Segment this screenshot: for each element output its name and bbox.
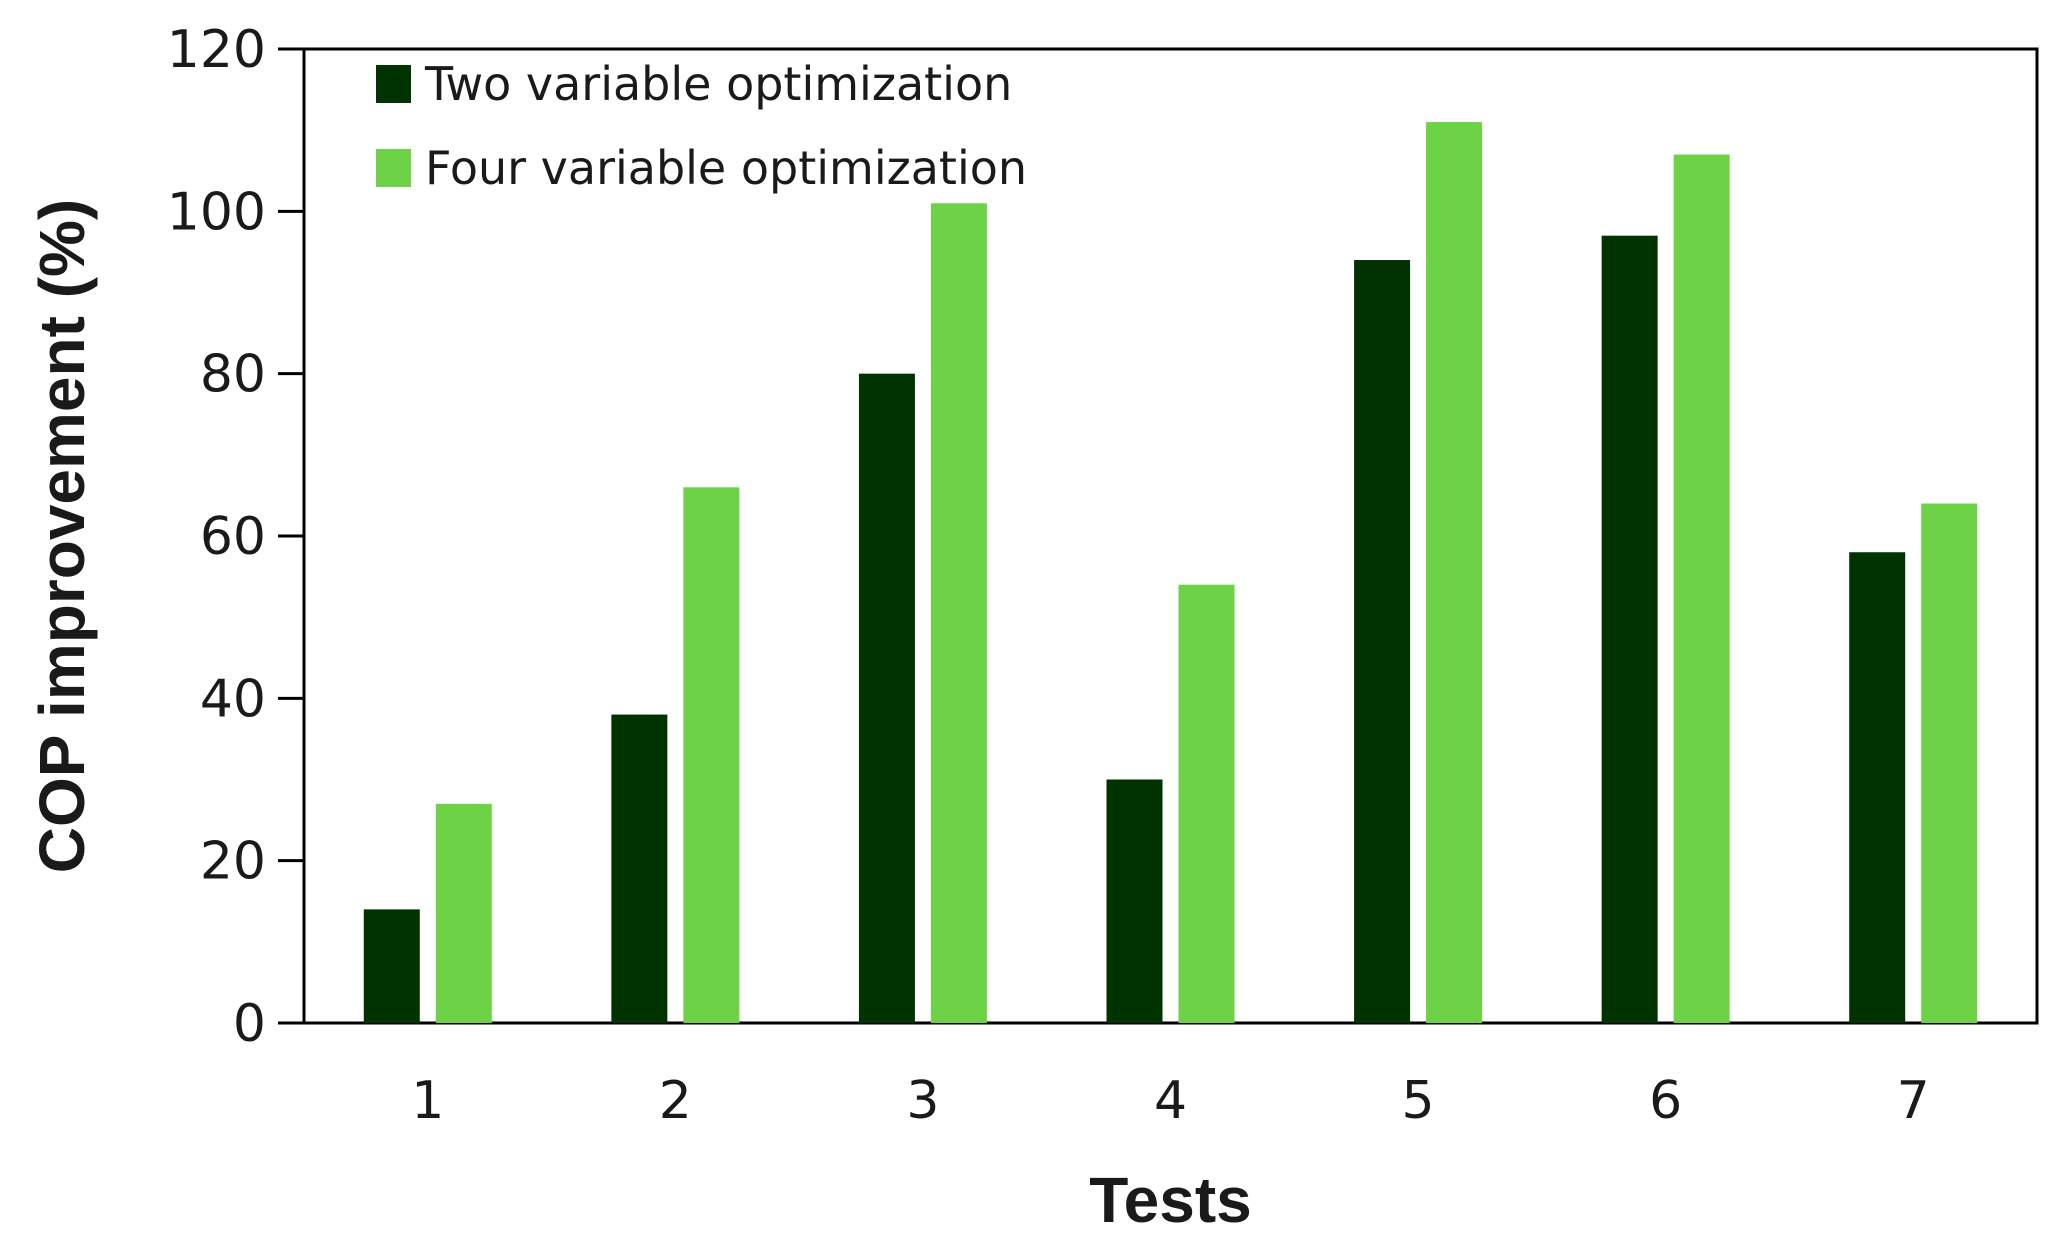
- plot-area: [302, 47, 2039, 1025]
- x-tick-label: 1: [411, 1071, 444, 1131]
- y-tick-label: 0: [233, 994, 266, 1054]
- bar-two-variable-test-4: [1106, 779, 1163, 1023]
- bar-four-variable-test-7: [1921, 503, 1978, 1023]
- y-axis: 0 20 40 60 80 100 120: [167, 20, 304, 1054]
- y-axis-title: COP improvement (%): [26, 199, 98, 874]
- x-axis-title: Tests: [1089, 1164, 1251, 1236]
- x-tick-label: 2: [659, 1071, 692, 1131]
- y-tick-label: 60: [200, 507, 266, 567]
- legend-swatch: [376, 65, 411, 103]
- bar-two-variable-test-5: [1354, 260, 1411, 1023]
- x-tick-label: 5: [1402, 1071, 1435, 1131]
- legend-label: Four variable optimization: [425, 141, 1027, 195]
- bar-four-variable-test-4: [1178, 584, 1235, 1023]
- bar-four-variable-test-2: [683, 487, 740, 1023]
- bar-two-variable-test-2: [611, 714, 668, 1023]
- bar-two-variable-test-3: [858, 373, 915, 1024]
- bar-four-variable-test-6: [1673, 154, 1730, 1023]
- x-tick-label: 7: [1897, 1071, 1930, 1131]
- y-tick-label: 80: [200, 345, 266, 405]
- legend: Two variable optimization Four variable o…: [376, 57, 1027, 195]
- y-tick-label: 120: [167, 20, 266, 80]
- bar-two-variable-test-1: [363, 909, 420, 1023]
- bar-four-variable-test-1: [435, 803, 492, 1023]
- x-tick-label: 3: [906, 1071, 939, 1131]
- bars: [363, 122, 1978, 1024]
- legend-label: Two variable optimization: [424, 57, 1012, 111]
- y-tick-label: 40: [200, 669, 266, 729]
- bar-four-variable-test-3: [930, 203, 987, 1023]
- y-tick-label: 20: [200, 832, 266, 892]
- bar-four-variable-test-5: [1426, 122, 1483, 1024]
- x-tick-label: 6: [1649, 1071, 1682, 1131]
- bar-two-variable-test-7: [1849, 552, 1906, 1023]
- legend-swatch: [376, 149, 411, 187]
- x-axis: 1 2 3 4 5 6 7: [411, 1071, 1930, 1131]
- bar-two-variable-test-6: [1601, 235, 1658, 1023]
- plot-frame: [302, 47, 2039, 1025]
- y-tick-label: 100: [167, 182, 266, 242]
- x-tick-label: 4: [1154, 1071, 1187, 1131]
